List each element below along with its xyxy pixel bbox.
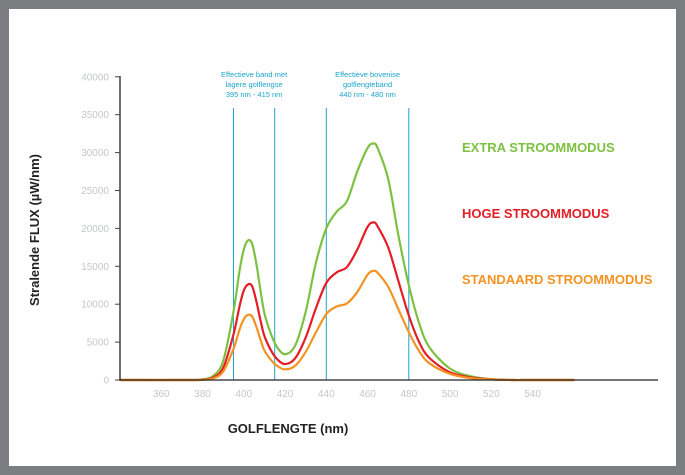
y-tick-label: 5000 <box>87 338 110 349</box>
band-label-line: lagere golflengse <box>226 80 283 89</box>
y-tick-label: 10000 <box>81 300 109 311</box>
axes-layer <box>119 76 658 381</box>
legend-label-standaard: STANDAARD STROOMMODUS <box>462 272 653 287</box>
x-tick-label: 440 <box>318 389 335 400</box>
x-ticks: 360 380 400 420 440 460 480 500 520 540 <box>153 389 541 400</box>
x-tick-label: 400 <box>235 389 252 400</box>
y-tick-label: 20000 <box>81 224 109 235</box>
y-axis-title: Stralende FLUX (µW/nm) <box>27 154 42 306</box>
y-ticks: 0 5000 10000 15000 20000 25000 30000 35000 40000 <box>81 72 120 387</box>
x-tick-label: 500 <box>442 389 459 400</box>
x-tick-label: 380 <box>194 389 211 400</box>
series-line-hoge <box>118 221 575 382</box>
legend: EXTRA STROOMMODUS HOGE STROOMMODUS STANDAA… <box>462 140 653 287</box>
series-line-extra <box>118 142 575 382</box>
x-tick-label: 360 <box>153 389 170 400</box>
legend-label-hoge: HOGE STROOMMODUS <box>462 206 610 221</box>
band-label-line: golflengteband <box>343 80 392 89</box>
x-tick-label: 480 <box>400 389 417 400</box>
x-tick-label: 460 <box>359 389 376 400</box>
y-tick-label: 25000 <box>81 186 109 197</box>
y-tick-label: 40000 <box>81 72 109 83</box>
y-tick-label: 30000 <box>81 148 109 159</box>
y-tick-label: 15000 <box>81 262 109 273</box>
x-tick-label: 540 <box>524 389 541 400</box>
x-axis-title: GOLFLENGTE (nm) <box>228 421 349 436</box>
series-layer <box>118 142 575 382</box>
band-label-line: Effectieve band met <box>221 70 288 79</box>
x-tick-label: 520 <box>483 389 500 400</box>
x-tick-label: 420 <box>277 389 294 400</box>
band-label-line: 395 nm - 415 nm <box>226 90 283 99</box>
y-tick-label: 0 <box>103 376 109 387</box>
y-tick-label: 35000 <box>81 110 109 121</box>
band-label-line: Effectieve bovenise <box>335 70 400 79</box>
series-line-standaard <box>118 269 575 382</box>
band-label-line: 440 nm - 480 nm <box>339 90 396 99</box>
legend-label-extra: EXTRA STROOMMODUS <box>462 140 615 155</box>
